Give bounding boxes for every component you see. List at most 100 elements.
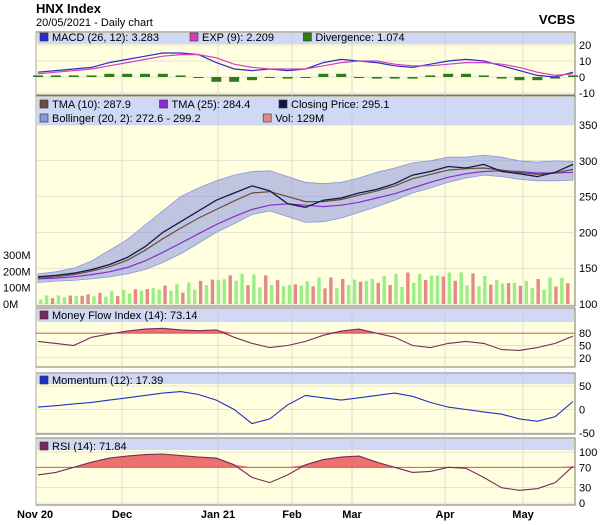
volume-bar	[560, 277, 564, 304]
legend-band-4	[37, 439, 574, 450]
price-legend-swatch	[159, 99, 168, 109]
volume-bar	[370, 278, 375, 304]
bollinger-legend-label: Bollinger (20, 2): 272.6 - 299.2	[52, 113, 201, 125]
volume-bar	[74, 295, 78, 304]
volume-bar	[121, 289, 126, 304]
volume-bar	[536, 279, 540, 304]
volume-y-tick: 0M	[3, 299, 18, 311]
price-legend-swatch	[278, 99, 288, 109]
volume-bar	[423, 279, 428, 304]
divergence-bar	[461, 73, 471, 77]
divergence-bar	[68, 75, 79, 77]
volume-bar	[382, 276, 386, 304]
divergence-bar	[229, 77, 240, 82]
osc-y-tick: 70	[579, 462, 591, 474]
volume-bar	[110, 291, 114, 304]
volume-bar	[104, 296, 108, 304]
volume-bar	[222, 279, 226, 304]
rsi-legend-swatch	[39, 441, 49, 451]
oscillator-line	[37, 391, 574, 425]
divergence-bar	[407, 77, 418, 79]
oscillator-line	[37, 327, 574, 351]
closing-price-line	[37, 163, 574, 278]
volume-bar	[246, 285, 250, 304]
macd-legend-label: MACD (26, 12): 3.283	[52, 32, 159, 44]
divergence-bar	[175, 75, 186, 77]
divergence-bar	[282, 77, 293, 79]
volume-bar	[495, 279, 499, 304]
money-flow-index-legend-swatch	[39, 310, 49, 320]
bollinger-legend-label: Vol: 129M	[275, 113, 324, 125]
volume-bar	[210, 279, 215, 304]
volume-bar	[305, 281, 309, 304]
volume-bar	[133, 289, 138, 304]
divergence-bar	[371, 77, 382, 79]
volume-bar	[566, 283, 570, 304]
exp9-line	[37, 53, 574, 77]
divergence-bar	[443, 73, 454, 77]
divergence-bar	[300, 77, 311, 78]
divergence-bar	[532, 77, 543, 81]
volume-bar	[346, 284, 351, 304]
volume-bar	[412, 282, 416, 304]
volume-bar	[115, 296, 120, 304]
volume-bar	[394, 273, 398, 304]
osc-y-tick: 20	[579, 353, 591, 365]
volume-bar	[518, 285, 523, 304]
price-y-tick: 250	[579, 192, 597, 204]
volume-bar	[98, 292, 102, 304]
macd-y-tick: 10	[579, 56, 591, 68]
volume-bar	[204, 285, 209, 304]
overbought-fill	[38, 454, 573, 468]
volume-bar	[554, 286, 558, 304]
divergence-bar	[318, 73, 329, 77]
osc-y-tick: 0	[579, 405, 585, 417]
bollinger-band	[37, 154, 574, 283]
volume-bar	[465, 285, 469, 304]
divergence-bar	[389, 77, 400, 79]
volume-bar	[50, 298, 55, 304]
bollinger-legend-swatch	[262, 113, 272, 123]
divergence-bar	[264, 77, 275, 78]
volume-bar	[151, 288, 155, 304]
volume-bar	[506, 283, 511, 304]
volume-bar	[352, 279, 357, 304]
volume-bar	[234, 280, 238, 304]
price-legend-label: Closing Price: 295.1	[291, 99, 389, 111]
rsi-legend-label: RSI (14): 71.84	[52, 441, 127, 453]
volume-bar	[500, 283, 505, 304]
volume-bar	[429, 275, 434, 304]
macd-legend-label: Divergence: 1.074	[315, 32, 404, 44]
volume-bar	[335, 288, 339, 304]
volume-bar	[163, 285, 167, 304]
volume-bar	[477, 286, 481, 304]
volume-bar	[192, 289, 197, 304]
volume-bar	[323, 288, 327, 304]
volume-bar	[68, 295, 73, 304]
volume-bar	[548, 277, 552, 304]
volume-bar	[216, 280, 221, 304]
divergence-bar	[247, 77, 257, 81]
osc-y-tick: 100	[579, 447, 597, 459]
divergence-bar	[514, 77, 525, 81]
divergence-bar	[211, 77, 222, 82]
volume-bar	[252, 274, 256, 304]
oscillator-line	[37, 453, 574, 491]
price-y-tick: 300	[579, 156, 597, 168]
price-y-tick: 350	[579, 120, 597, 132]
price-y-tick: 100	[579, 299, 597, 311]
x-tick-label: May	[512, 509, 534, 521]
volume-bar	[530, 287, 534, 304]
macd-legend-label: EXP (9): 2.209	[202, 32, 274, 44]
volume-bar	[145, 289, 149, 304]
osc-y-tick: 80	[579, 328, 591, 340]
chart-subtitle: 20/05/2021 - Daily chart	[36, 17, 153, 29]
price-legend-label: TMA (25): 284.4	[172, 99, 251, 111]
osc-y-tick: 50	[579, 381, 591, 393]
price-y-tick: 150	[579, 263, 597, 275]
divergence-bar	[86, 75, 97, 77]
volume-bar	[287, 284, 292, 304]
volume-bar	[92, 296, 96, 304]
volume-y-tick: 100M	[3, 283, 31, 295]
